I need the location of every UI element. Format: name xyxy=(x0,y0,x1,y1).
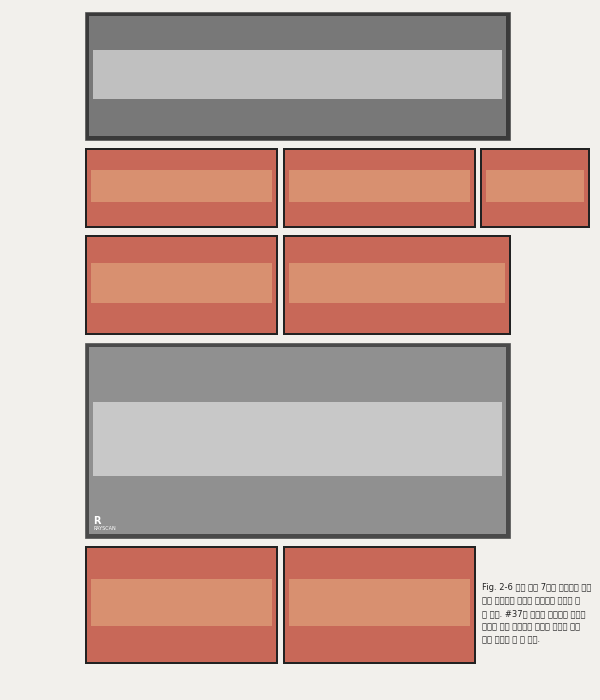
Bar xyxy=(283,235,511,335)
Bar xyxy=(85,148,278,228)
Bar xyxy=(87,548,276,662)
Bar xyxy=(85,546,278,664)
Bar xyxy=(480,148,590,228)
Text: 맞추고 있고 사랑니가 점차로 자리를 잡아: 맞추고 있고 사랑니가 점차로 자리를 잡아 xyxy=(482,622,580,631)
Text: 따라 사랑니가 점차로 맹출하는 모습을 볼: 따라 사랑니가 점차로 맹출하는 모습을 볼 xyxy=(482,596,580,605)
Bar xyxy=(91,170,272,202)
Bar xyxy=(89,347,506,534)
Text: 수 있다. #37의 치축을 조절하며 평형을: 수 있다. #37의 치축을 조절하며 평형을 xyxy=(482,609,586,618)
Bar xyxy=(89,16,506,136)
Bar xyxy=(285,150,474,226)
Bar xyxy=(289,170,470,202)
Bar xyxy=(486,170,584,202)
Bar xyxy=(85,235,278,335)
Bar xyxy=(289,263,505,303)
Text: 가는 모습을 볼 수 있다.: 가는 모습을 볼 수 있다. xyxy=(482,635,540,644)
Bar xyxy=(87,237,276,333)
Bar xyxy=(91,579,272,626)
Bar xyxy=(93,402,502,475)
Text: RAYSCAN: RAYSCAN xyxy=(93,526,116,531)
Bar xyxy=(482,150,588,226)
Bar xyxy=(283,546,476,664)
Text: R: R xyxy=(93,516,101,526)
Bar xyxy=(85,343,510,538)
Bar xyxy=(85,12,510,140)
Bar xyxy=(91,263,272,303)
Bar xyxy=(285,237,509,333)
Bar xyxy=(283,148,476,228)
Bar xyxy=(289,579,470,626)
Bar xyxy=(285,548,474,662)
Text: Fig. 2-6 하악 좌측 7번이 근심이동 함에: Fig. 2-6 하악 좌측 7번이 근심이동 함에 xyxy=(482,583,592,592)
Bar xyxy=(87,150,276,226)
Bar xyxy=(93,50,502,99)
